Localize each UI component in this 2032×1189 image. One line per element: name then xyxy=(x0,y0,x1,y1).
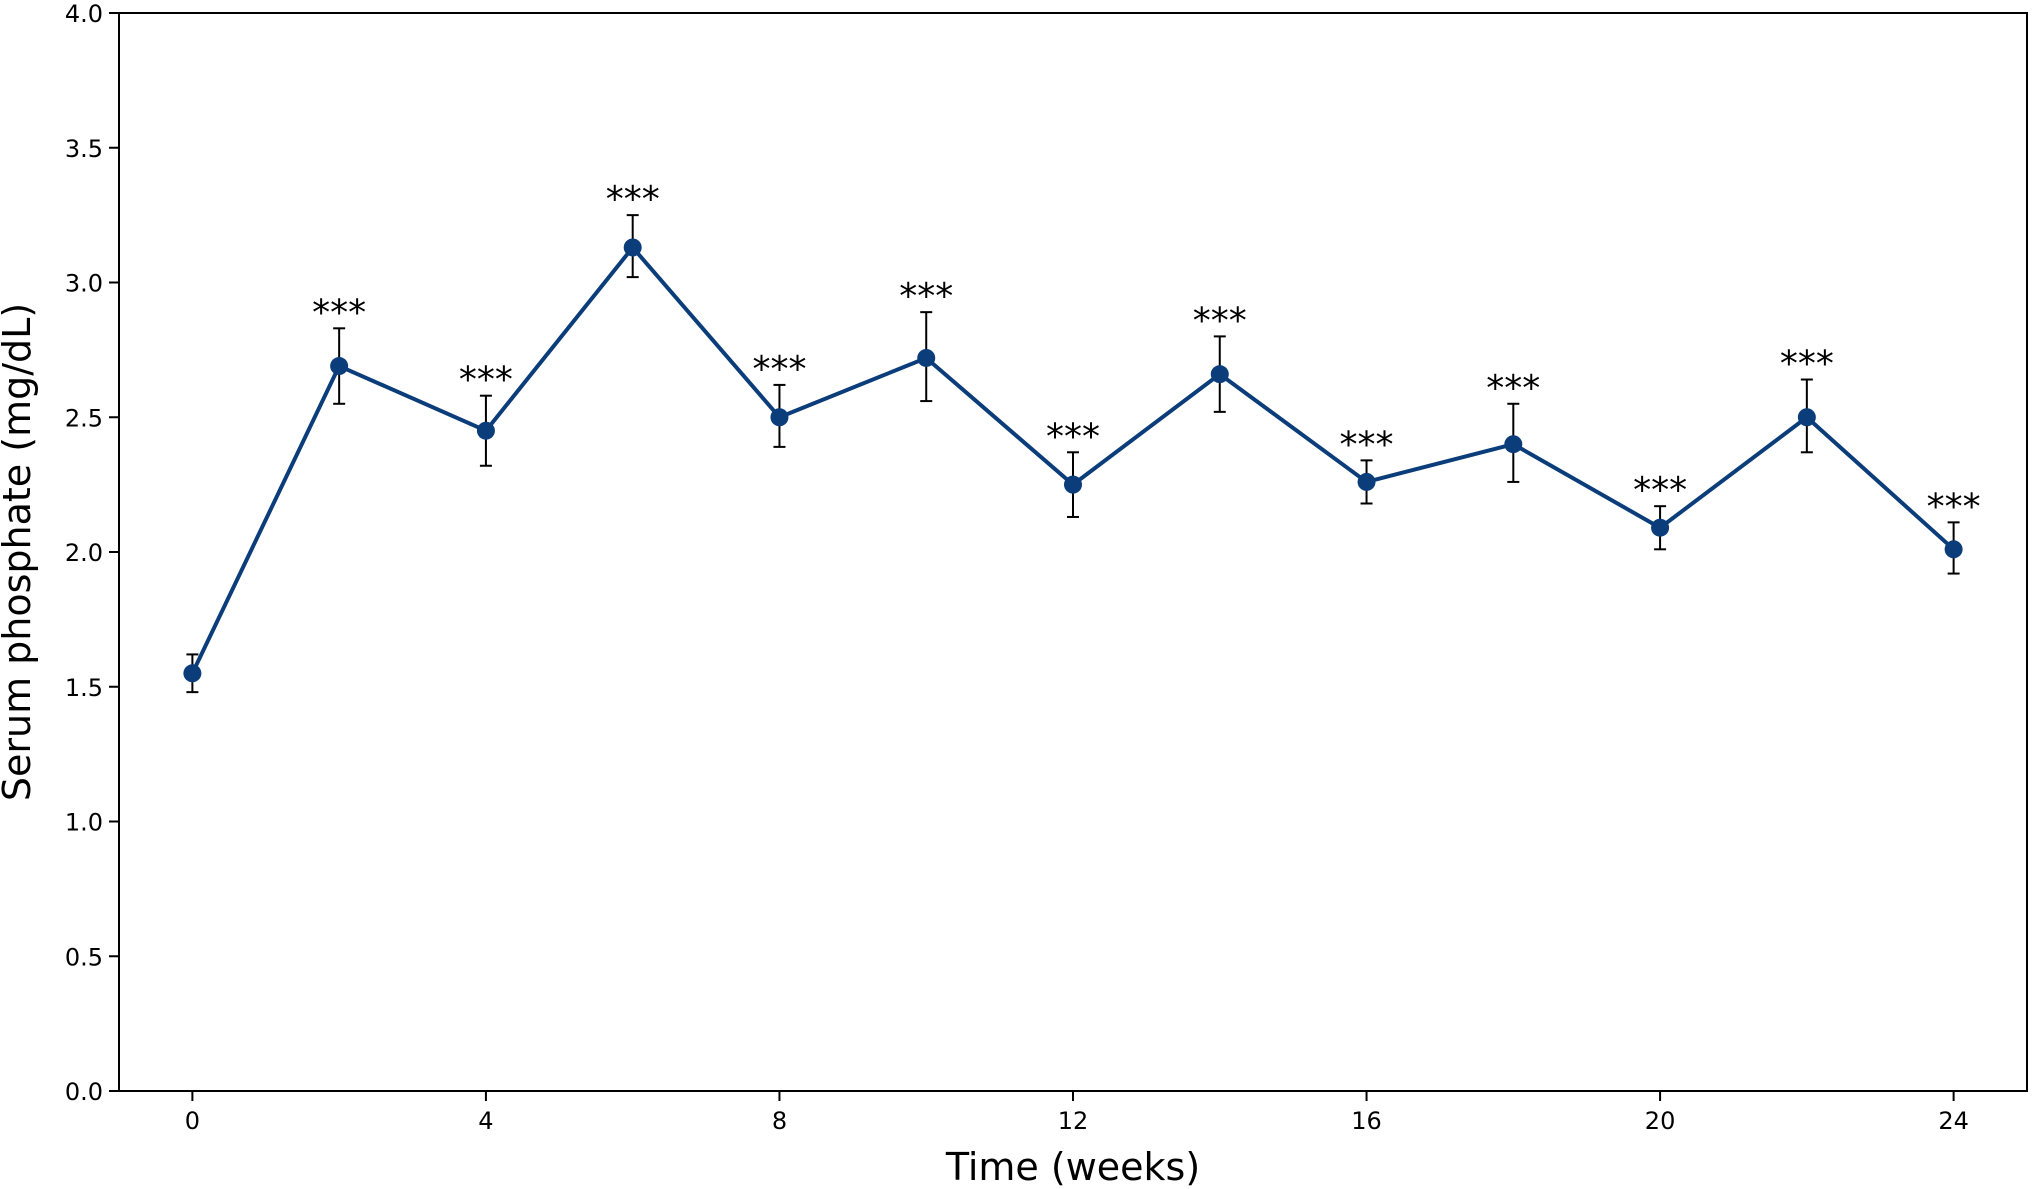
significance-label: *** xyxy=(312,292,366,333)
x-tick-label: 0 xyxy=(185,1107,200,1135)
data-point xyxy=(1944,540,1963,559)
data-point xyxy=(1357,472,1376,491)
y-tick-label: 3.0 xyxy=(65,270,103,298)
x-tick-label: 12 xyxy=(1058,1107,1089,1135)
plot-area: *** *** *** *** *** *** *** *** *** *** *** *** xyxy=(183,179,1981,694)
significance-label: *** xyxy=(1486,368,1540,409)
significance-label: *** xyxy=(606,179,660,220)
significance-label: *** xyxy=(1633,470,1687,511)
y-tick-label: 4.0 xyxy=(65,0,103,28)
y-tick-label: 1.0 xyxy=(65,809,103,837)
significance-label: *** xyxy=(1193,300,1247,341)
data-point xyxy=(1064,475,1082,494)
x-tick-label: 8 xyxy=(772,1107,787,1135)
data-point xyxy=(770,408,789,427)
y-tick-label: 0.0 xyxy=(65,1078,103,1106)
y-axis-label: Serum phosphate (mg/dL) xyxy=(0,303,39,801)
data-point xyxy=(623,238,642,257)
significance-label: *** xyxy=(1780,344,1834,385)
data-point xyxy=(917,348,936,367)
data-point xyxy=(476,421,495,440)
significance-label: *** xyxy=(899,276,953,317)
significance-label: *** xyxy=(1340,424,1394,465)
y-tick-label: 0.5 xyxy=(65,943,103,971)
x-tick-label: 4 xyxy=(478,1107,493,1135)
axes-frame xyxy=(118,12,2028,1092)
x-axis: 0 4 8 12 16 20 24 xyxy=(185,1091,1969,1135)
significance-label: *** xyxy=(459,360,513,401)
y-tick-label: 2.0 xyxy=(65,539,103,567)
y-tick-label: 2.5 xyxy=(65,404,103,432)
data-point xyxy=(1210,365,1229,384)
x-tick-label: 16 xyxy=(1351,1107,1382,1135)
data-point xyxy=(183,664,202,683)
significance-label: *** xyxy=(1046,416,1100,457)
x-tick-label: 24 xyxy=(1938,1107,1969,1135)
y-tick-label: 3.5 xyxy=(65,135,103,163)
significance-label: *** xyxy=(1927,486,1981,527)
data-point xyxy=(330,357,349,376)
data-point xyxy=(1797,408,1816,427)
x-axis-label: Time (weeks) xyxy=(945,1145,1200,1189)
significance-label: *** xyxy=(752,349,806,390)
data-point xyxy=(1651,518,1670,537)
y-axis: 0.0 0.5 1.0 1.5 2.0 2.5 3.0 3.5 4.0 xyxy=(65,0,119,1106)
y-tick-label: 1.5 xyxy=(65,674,103,702)
x-tick-label: 20 xyxy=(1645,1107,1676,1135)
data-point xyxy=(1504,435,1523,454)
